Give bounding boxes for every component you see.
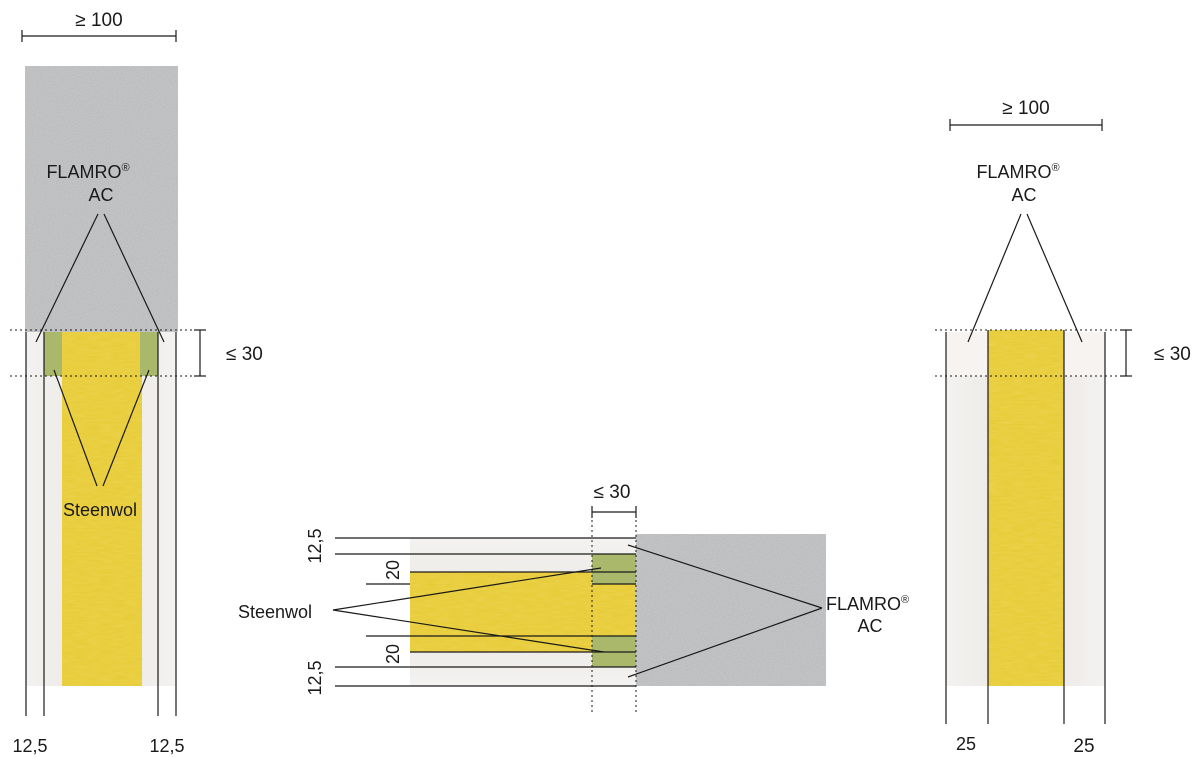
left-board-dim-left: 12,5	[12, 736, 47, 756]
middle-gap-dim-label: ≤ 30	[594, 482, 631, 503]
left-mineral-wool-texture	[62, 332, 142, 686]
left-wool-leader-1	[53, 369, 98, 487]
right-product-leader-2	[1026, 213, 1083, 343]
right-detail: ≥ 100 ≤ 30 FLAMRO® AC 25 25	[935, 98, 1191, 757]
middle-wool-leader-1	[332, 567, 602, 611]
left-product-leader-1	[35, 213, 99, 343]
middle-product-leader-1	[627, 544, 823, 609]
middle-wool-leader-2	[332, 609, 605, 653]
left-sealant-left	[44, 332, 62, 376]
middle-product-name: FLAMRO®	[826, 594, 909, 614]
right-product-leader-1	[967, 213, 1022, 343]
left-product-leader-2	[103, 213, 165, 343]
middle-dim-wool-bottom: 20	[383, 644, 403, 664]
left-wool-leader-2	[102, 369, 150, 487]
middle-dim-wool-top: 20	[383, 560, 403, 580]
middle-dim-board-bottom: 12,5	[305, 660, 325, 695]
middle-product-leader-2	[627, 607, 823, 678]
right-product-code: AC	[1011, 185, 1036, 205]
right-product-name: FLAMRO®	[976, 162, 1059, 182]
left-product-name: FLAMRO®	[46, 162, 129, 182]
left-wool-label: Steenwol	[63, 500, 137, 520]
left-detail: ≥ 100 ≤ 30 FLAMRO® AC Steenwol 12,5	[10, 10, 263, 756]
left-sealant-right	[140, 332, 158, 376]
left-product-code: AC	[88, 185, 113, 205]
right-mineral-wool-texture	[988, 330, 1064, 686]
middle-sealant-top	[592, 554, 636, 584]
middle-product-code: AC	[857, 616, 882, 636]
middle-concrete-texture	[636, 534, 826, 686]
right-gap-dim-label: ≤ 30	[1154, 344, 1191, 365]
middle-wool-label: Steenwol	[238, 602, 312, 622]
right-board-dim-left: 25	[956, 734, 976, 754]
right-sealant-left	[946, 332, 988, 376]
right-width-dim-label: ≥ 100	[1002, 98, 1049, 119]
left-gap-dim-label: ≤ 30	[226, 344, 263, 365]
left-board-dim-right: 12,5	[149, 736, 184, 756]
left-width-dim-label: ≥ 100	[75, 10, 122, 31]
left-concrete-texture	[25, 66, 178, 332]
middle-detail: ≤ 30 12,5 20 20 12,5 Steenwol FLAMRO® AC	[238, 482, 909, 712]
middle-dim-board-top: 12,5	[305, 528, 325, 563]
right-sealant-right	[1064, 332, 1105, 376]
right-board-dim-right: 25	[1073, 736, 1094, 757]
